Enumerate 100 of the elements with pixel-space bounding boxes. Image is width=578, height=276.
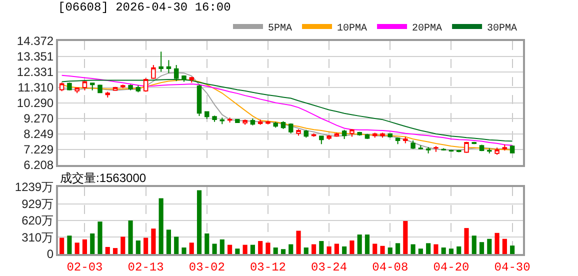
y-tick-label: 14.372 <box>16 34 54 48</box>
bar <box>342 246 347 254</box>
bar <box>273 248 278 254</box>
bar <box>395 243 400 254</box>
candlestick <box>487 148 492 154</box>
bar <box>204 233 210 254</box>
bar <box>220 239 224 254</box>
bar <box>426 243 431 254</box>
bar <box>472 236 476 254</box>
y-tick-label: 8.249 <box>24 127 54 142</box>
candlestick <box>342 129 347 140</box>
bar <box>388 248 392 254</box>
x-tick-label: 03-12 <box>250 260 286 274</box>
bar <box>296 230 301 254</box>
y-tick-label: 12.331 <box>16 65 54 80</box>
bar <box>372 244 378 254</box>
bar <box>357 234 362 254</box>
candlestick <box>59 82 64 92</box>
x-tick-label: 03-24 <box>311 260 348 274</box>
bar <box>258 241 263 254</box>
x-tick-label: 02-13 <box>128 260 164 274</box>
bar <box>326 246 332 254</box>
candlestick <box>227 117 232 123</box>
candlestick <box>304 129 309 138</box>
bar <box>494 232 500 254</box>
bar <box>364 234 370 254</box>
legend-label: 20PMA <box>412 23 442 34</box>
candlestick <box>82 80 88 91</box>
bar <box>479 242 484 254</box>
candlestick <box>280 120 286 130</box>
bar <box>60 238 64 254</box>
candlestick <box>479 144 484 152</box>
candlestick <box>98 84 102 94</box>
candlestick <box>174 64 179 82</box>
legend-label: 10PMA <box>337 23 368 34</box>
bar <box>136 240 140 254</box>
candlestick <box>220 117 225 125</box>
bar <box>434 244 438 254</box>
y-tick-label: 620万 <box>22 214 54 228</box>
candlestick <box>166 60 172 74</box>
candlestick <box>258 119 263 126</box>
candlestick <box>357 131 362 136</box>
bar <box>144 238 148 254</box>
bar <box>410 244 416 254</box>
bar <box>403 221 408 254</box>
bar <box>319 241 324 254</box>
bar <box>105 246 110 254</box>
bar <box>250 244 255 254</box>
candlestick <box>105 91 110 98</box>
candlestick <box>67 82 72 91</box>
candlestick <box>434 146 438 152</box>
bar <box>67 236 72 254</box>
x-tick-label: 04-08 <box>372 260 408 274</box>
bar <box>235 248 240 254</box>
candlestick <box>494 147 500 156</box>
bar <box>456 246 462 254</box>
bar <box>350 240 354 254</box>
bar <box>212 244 217 254</box>
candlestick <box>364 133 370 140</box>
y-tick-label: 0 <box>46 247 54 262</box>
bar <box>90 233 95 254</box>
candlestick <box>380 132 385 138</box>
candlestick <box>151 64 156 80</box>
x-tick-label: 04-20 <box>433 260 470 274</box>
y-tick-label: 11.310 <box>18 80 54 95</box>
candlestick <box>273 121 278 128</box>
bar <box>266 242 270 254</box>
bar <box>158 198 164 254</box>
bar <box>380 246 385 254</box>
y-tick-label: 1239万 <box>14 180 54 194</box>
bar <box>166 230 171 254</box>
y-tick-label: 10.290 <box>16 96 54 110</box>
bar <box>151 228 156 254</box>
candlestick <box>395 138 400 145</box>
bar <box>228 244 232 254</box>
candlestick <box>212 115 217 122</box>
x-tick-label: 02-03 <box>66 260 103 274</box>
candlestick <box>510 144 515 154</box>
candlestick <box>502 144 508 152</box>
bar <box>441 248 446 254</box>
bar <box>82 239 88 254</box>
candlestick <box>158 51 164 72</box>
bar <box>174 236 179 254</box>
candlestick <box>242 119 248 126</box>
candlestick <box>189 76 194 84</box>
candlestick <box>128 84 133 91</box>
candlestick <box>136 84 141 93</box>
candlestick <box>90 82 95 91</box>
text: 成交量:1563000 <box>60 171 146 185</box>
candlestick <box>182 74 186 82</box>
y-tick-label: 929万 <box>22 196 54 211</box>
candlestick <box>235 118 240 124</box>
bar <box>112 248 118 254</box>
candlestick <box>296 128 301 136</box>
candlestick <box>204 110 210 120</box>
candlestick <box>426 146 431 154</box>
candlestick <box>74 87 80 94</box>
legend-label: 5PMA <box>268 23 292 34</box>
y-tick-label: 9.270 <box>24 112 54 126</box>
x-tick-label: 03-02 <box>188 260 225 274</box>
